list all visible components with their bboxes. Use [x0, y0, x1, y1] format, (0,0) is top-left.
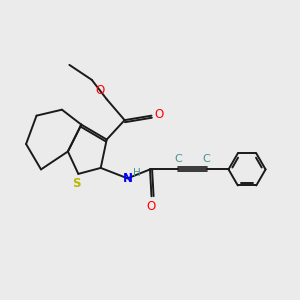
Text: N: N — [123, 172, 133, 185]
Text: O: O — [95, 84, 104, 97]
Text: O: O — [154, 108, 163, 121]
Text: C: C — [175, 154, 182, 164]
Text: O: O — [147, 200, 156, 213]
Text: H: H — [133, 168, 140, 178]
Text: S: S — [73, 178, 81, 190]
Text: C: C — [203, 154, 211, 164]
